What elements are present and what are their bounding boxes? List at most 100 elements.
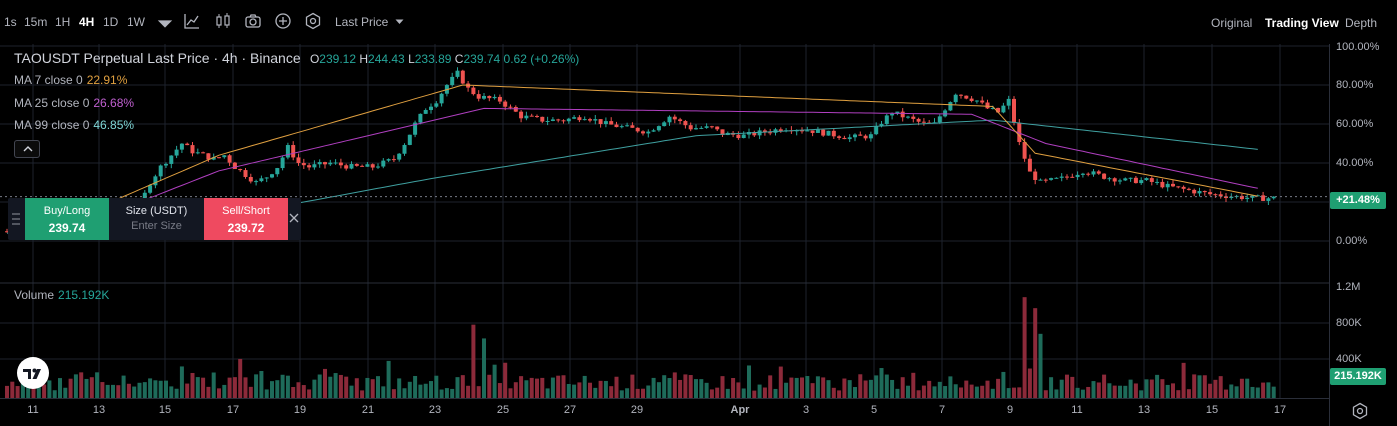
volume-bar	[921, 385, 926, 398]
candle-body	[291, 145, 296, 158]
volume-bar	[190, 372, 195, 398]
tab-depth[interactable]: Depth	[1345, 16, 1378, 30]
timeframe-15m[interactable]: 15m	[24, 15, 48, 29]
candle-body	[1149, 178, 1154, 182]
candle-body	[328, 162, 333, 165]
timeframe-1h[interactable]: 1H	[55, 15, 71, 29]
sell-short-button[interactable]: Sell/Short 239.72	[204, 198, 288, 240]
candle-body	[301, 163, 306, 166]
collapse-legend-button[interactable]	[14, 140, 40, 158]
volume-bar	[959, 387, 963, 398]
candle-body	[990, 107, 995, 109]
volume-bar	[1017, 387, 1022, 398]
candle-body	[762, 130, 767, 133]
candle-body	[842, 137, 847, 140]
candle-body	[709, 126, 714, 128]
candle-body	[1202, 191, 1207, 193]
drawing-tools-icon[interactable]	[183, 12, 201, 30]
add-indicator-icon[interactable]	[274, 12, 292, 30]
volume-bar	[1266, 382, 1271, 398]
candle-body	[179, 143, 184, 150]
volume-bar	[1213, 379, 1218, 398]
ma25-legend[interactable]: MA 25 close 0 26.68%	[14, 96, 134, 110]
volume-bar	[1049, 377, 1054, 398]
candle-body	[450, 76, 455, 86]
ma25-line	[59, 107, 1258, 234]
price-source-dropdown[interactable]: Last Price	[335, 15, 404, 29]
candle-body	[911, 116, 916, 119]
volume-bar	[683, 374, 688, 398]
candle-body	[153, 176, 158, 186]
chart-settings-icon[interactable]	[304, 12, 322, 30]
candle-body	[646, 131, 651, 134]
candle-body	[508, 106, 513, 108]
volume-bar	[360, 390, 365, 398]
more-timeframes-chevron-icon[interactable]	[156, 15, 173, 28]
timeframe-4h[interactable]: 4H	[79, 15, 95, 29]
volume-bar	[906, 385, 910, 398]
volume-bar	[974, 386, 979, 398]
drag-handle-icon[interactable]	[8, 198, 24, 240]
candle-body	[630, 125, 635, 128]
ma99-value: 46.85%	[93, 118, 135, 132]
volume-bar	[641, 388, 645, 398]
candle-body	[164, 163, 168, 166]
volume-bar	[1070, 376, 1075, 398]
volume-bar	[672, 372, 677, 398]
close-icon[interactable]	[289, 212, 299, 224]
volume-bar	[784, 382, 789, 398]
timeframe-1d[interactable]: 1D	[103, 15, 119, 29]
volume-bar	[1149, 379, 1154, 398]
candle-body	[1266, 198, 1271, 201]
candle-body	[513, 106, 518, 112]
volume-bar	[73, 374, 78, 398]
candle-body	[1107, 178, 1112, 180]
chart-type-candles-icon[interactable]	[214, 12, 232, 30]
candle-body	[1133, 177, 1138, 184]
volume-bar	[137, 382, 142, 398]
volume-bar	[1091, 381, 1096, 398]
camera-icon[interactable]	[244, 12, 262, 30]
ma99-legend[interactable]: MA 99 close 0 46.85%	[14, 118, 134, 132]
candle-body	[996, 107, 1001, 113]
candle-body	[1213, 194, 1218, 196]
tradingview-logo-icon[interactable]	[17, 357, 49, 389]
low-label: L	[408, 52, 415, 66]
candle-body	[275, 168, 280, 175]
tab-trading-view[interactable]: Trading View	[1265, 16, 1339, 30]
timeframe-1w[interactable]: 1W	[127, 15, 145, 29]
volume-bar	[704, 382, 709, 398]
volume-bar	[227, 377, 232, 398]
candle-body	[423, 110, 428, 114]
volume-bar	[211, 372, 216, 398]
volume-bar	[275, 380, 280, 398]
gear-icon[interactable]	[1351, 402, 1369, 420]
buy-long-button[interactable]: Buy/Long 239.74	[25, 198, 109, 240]
volume-bar	[943, 386, 948, 398]
volume-bar	[609, 386, 614, 398]
tab-original[interactable]: Original	[1211, 16, 1253, 30]
volume-bar	[68, 378, 73, 398]
volume-bar	[1022, 297, 1027, 398]
volume-bar	[391, 389, 396, 398]
volume-bar	[731, 377, 736, 398]
volume-bar	[1202, 375, 1207, 398]
main-legend: TAOUSDT Perpetual Last Price · 4h · Bina…	[14, 50, 579, 66]
candle-body	[550, 119, 555, 121]
candle-body	[254, 181, 259, 183]
volume-bar	[980, 385, 985, 398]
volume-bar	[916, 390, 921, 398]
candle-body	[413, 122, 418, 135]
ma7-legend[interactable]: MA 7 close 0 22.91%	[14, 73, 127, 87]
size-input[interactable]	[116, 220, 197, 232]
time-axis-label: 13	[1137, 404, 1151, 416]
candle-body	[1229, 196, 1234, 199]
volume-bar	[646, 385, 651, 398]
timeframe-1s[interactable]: 1s	[4, 15, 17, 29]
volume-bar	[625, 388, 630, 398]
price-axis-label: 80.00%	[1336, 79, 1374, 91]
price-chart[interactable]	[0, 44, 1397, 426]
volume-bar	[572, 384, 577, 398]
volume-bar	[540, 377, 545, 398]
volume-bar	[1128, 379, 1133, 398]
